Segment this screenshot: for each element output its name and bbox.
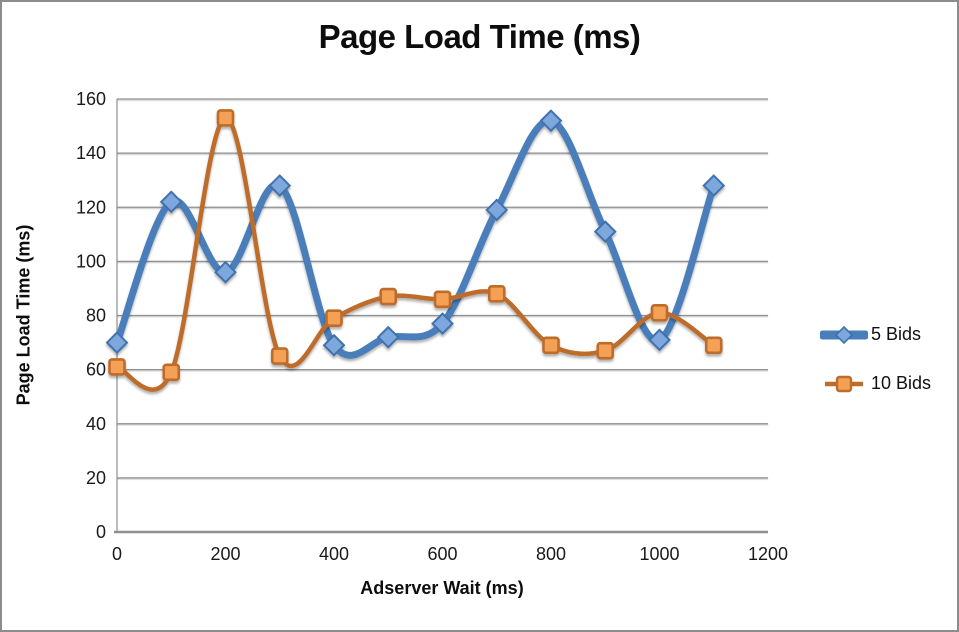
data-point-5-bids-x300 [268, 174, 292, 198]
y-tick-label-100: 100 [76, 251, 106, 271]
y-tick-label-40: 40 [86, 414, 106, 434]
legend-label-5-bids: 5 Bids [871, 324, 922, 344]
data-point-5-bids-x900 [593, 220, 617, 244]
axis-lines [114, 99, 768, 534]
x-tick-label-600: 600 [427, 544, 457, 564]
data-point-10-bids-x1000 [650, 303, 669, 322]
data-point-5-bids-x600 [431, 312, 454, 336]
y-tick-label-140: 140 [76, 143, 106, 163]
data-point-10-bids-x700 [487, 285, 506, 303]
legend: 5 Bids 10 Bids [820, 310, 931, 408]
legend-10-bids-line-marker-icon [825, 375, 863, 392]
y-tick-label-20: 20 [86, 468, 106, 488]
data-point-5-bids-x700 [485, 198, 509, 222]
x-tick-label-200: 200 [210, 544, 240, 564]
series-line-5-bids [113, 117, 718, 359]
x-tick-label-1000: 1000 [639, 544, 679, 564]
data-point-10-bids-x300 [270, 347, 289, 365]
data-point-5-bids-x1000 [648, 328, 671, 352]
data-point-10-bids-x200 [216, 109, 235, 127]
data-point-5-bids-x400 [322, 333, 346, 357]
legend-5-bids-line-marker-icon [820, 325, 868, 344]
gridlines [117, 98, 768, 479]
data-point-5-bids-x200 [214, 260, 237, 284]
data-point-10-bids-x500 [379, 287, 398, 306]
data-point-5-bids-x800 [539, 109, 563, 133]
y-tick-label-80: 80 [86, 306, 106, 326]
y-tick-label-0: 0 [96, 522, 106, 542]
y-tick-label-60: 60 [86, 360, 106, 380]
data-point-5-bids-x100 [159, 190, 183, 214]
x-tick-label-400: 400 [319, 544, 349, 564]
y-tick-label-120: 120 [76, 197, 106, 217]
data-point-10-bids-x0 [108, 358, 126, 376]
x-axis-title: Adserver Wait (ms) [360, 578, 524, 598]
data-point-10-bids-x800 [542, 336, 560, 355]
data-point-5-bids-x1100 [702, 174, 726, 198]
series-10-bids [108, 109, 723, 392]
y-tick-label-160: 160 [76, 89, 106, 109]
x-tick-label-0: 0 [112, 544, 122, 564]
data-point-10-bids-x600 [433, 290, 452, 309]
data-point-10-bids-x900 [596, 341, 615, 360]
y-axis-tick-labels: 0 20 40 60 80 100 120 140 160 [76, 89, 106, 542]
data-series [105, 109, 726, 392]
y-axis-title: Page Load Time (ms) [13, 224, 34, 406]
chart-title: Page Load Time (ms) [318, 18, 641, 55]
data-point-5-bids-x500 [376, 325, 400, 349]
x-axis-tick-labels: 0 200 400 600 800 1000 1200 [112, 544, 788, 564]
legend-label-10-bids: 10 Bids [871, 373, 932, 393]
data-point-10-bids-x400 [325, 309, 343, 328]
data-point-5-bids-x0 [105, 331, 129, 354]
data-point-10-bids-x100 [162, 363, 181, 382]
legend-item-10-bids: 10 Bids [820, 359, 931, 408]
legend-item-5-bids: 5 Bids [820, 310, 931, 359]
series-5-bids [105, 109, 726, 359]
x-tick-label-1200: 1200 [748, 544, 788, 564]
x-tick-label-800: 800 [536, 544, 566, 564]
data-point-10-bids-x1100 [704, 336, 723, 355]
